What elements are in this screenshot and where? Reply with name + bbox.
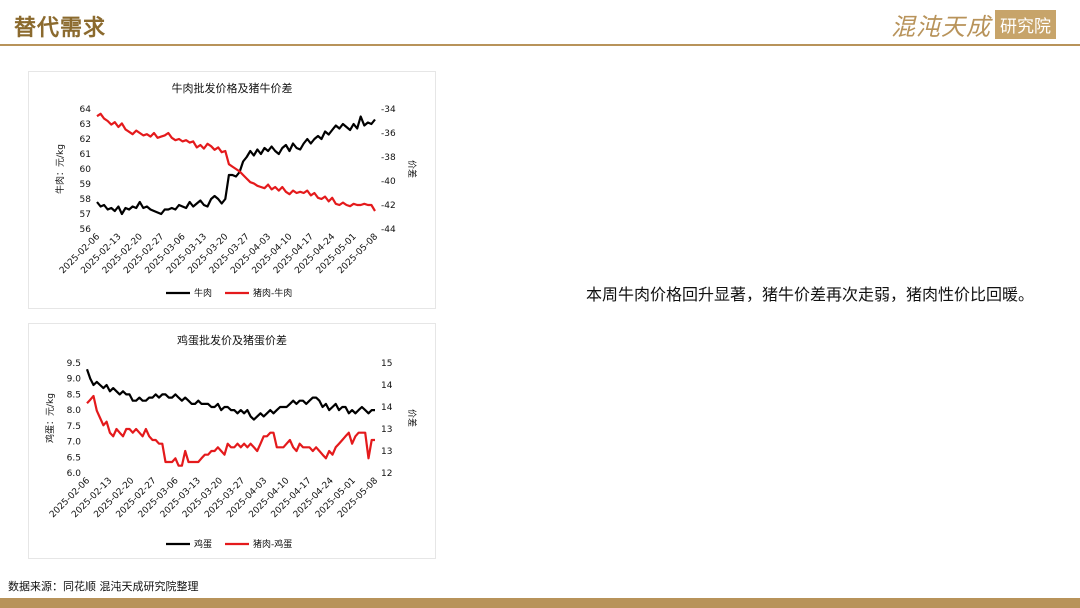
- series-line-primary: [96, 115, 376, 216]
- y-left-tick-label: 63: [80, 120, 91, 130]
- beef-price-chart: 牛肉批发价格及猪牛价差 56 57 58 59 60 61 62 63 64 -44 -42 -40 -3…: [54, 81, 418, 299]
- y-right-tick-label: -36: [381, 129, 396, 139]
- y-left-axis-title: 牛肉：元/kg: [54, 144, 66, 194]
- y-right-tick-label: -40: [381, 177, 396, 187]
- y-right-tick-label: -38: [381, 153, 396, 163]
- legend-label: 鸡蛋: [194, 538, 212, 550]
- y-right-axis-title: 价差: [406, 160, 418, 178]
- y-left-tick-label: 59: [80, 180, 92, 190]
- y-left-tick-label: 6.0: [67, 469, 82, 479]
- y-right-tick-label: 14: [381, 403, 393, 413]
- y-left-tick-label: 7.0: [67, 438, 82, 448]
- y-left-tick-label: 7.5: [67, 422, 81, 432]
- y-right-tick-label: -42: [381, 201, 396, 211]
- y-left-tick-label: 64: [80, 105, 92, 115]
- legend-label: 猪肉-鸡蛋: [253, 538, 292, 550]
- y-left-tick-label: 8.0: [67, 406, 82, 416]
- egg-price-chart-panel: 鸡蛋批发价及猪蛋价差 6.0 6.5 7.0 7.5 8.0 8.5 9.0 9.5 12 13 13…: [28, 323, 436, 559]
- commentary-text: 本周牛肉价格回升显著，猪牛价差再次走弱，猪肉性价比回暖。: [586, 285, 1035, 304]
- legend-label: 猪肉-牛肉: [253, 287, 292, 299]
- y-right-tick-label: 15: [381, 359, 392, 369]
- y-right-tick-label: 14: [381, 381, 393, 391]
- chart-title: 鸡蛋批发价及猪蛋价差: [177, 333, 287, 347]
- y-left-tick-label: 57: [80, 210, 91, 220]
- y-left-tick-label: 56: [80, 225, 92, 235]
- beef-price-chart-panel: 牛肉批发价格及猪牛价差 56 57 58 59 60 61 62 63 64 -44 -42 -40 -3…: [28, 71, 436, 309]
- y-right-axis-title: 价差: [406, 409, 418, 427]
- y-left-tick-label: 58: [80, 195, 92, 205]
- chart-title: 牛肉批发价格及猪牛价差: [172, 81, 293, 95]
- y-right-tick-label: 13: [381, 447, 392, 457]
- page-title: 替代需求: [14, 15, 107, 41]
- y-right-tick-label: 12: [381, 469, 392, 479]
- data-source-note: 数据来源：同花顺 混沌天成研究院整理: [8, 580, 199, 593]
- logo-box-text: 研究院: [995, 9, 1056, 39]
- company-logo: 混沌天成 研究院: [891, 9, 1056, 41]
- y-left-tick-label: 9.5: [67, 359, 81, 369]
- legend-label: 牛肉: [194, 287, 212, 299]
- logo-main-text: 混沌天成: [891, 12, 991, 41]
- footer-bar: [0, 598, 1080, 608]
- y-left-axis-title: 鸡蛋：元/kg: [44, 393, 56, 443]
- y-left-tick-label: 60: [80, 165, 92, 175]
- y-right-tick-label: -44: [381, 225, 396, 235]
- series-line-spread: [86, 394, 375, 467]
- series-line-spread: [96, 112, 376, 212]
- y-left-tick-label: 8.5: [67, 390, 81, 400]
- y-right-tick-label: 13: [381, 425, 392, 435]
- y-right-tick-label: -34: [381, 105, 396, 115]
- egg-price-chart: 鸡蛋批发价及猪蛋价差 6.0 6.5 7.0 7.5 8.0 8.5 9.0 9.5 12 13 13…: [44, 333, 418, 550]
- y-left-tick-label: 61: [80, 150, 91, 160]
- y-left-tick-label: 62: [80, 135, 91, 145]
- y-left-tick-label: 6.5: [67, 453, 81, 463]
- header-divider: [0, 44, 1080, 46]
- y-left-tick-label: 9.0: [67, 375, 82, 385]
- series-line-primary: [85, 368, 375, 421]
